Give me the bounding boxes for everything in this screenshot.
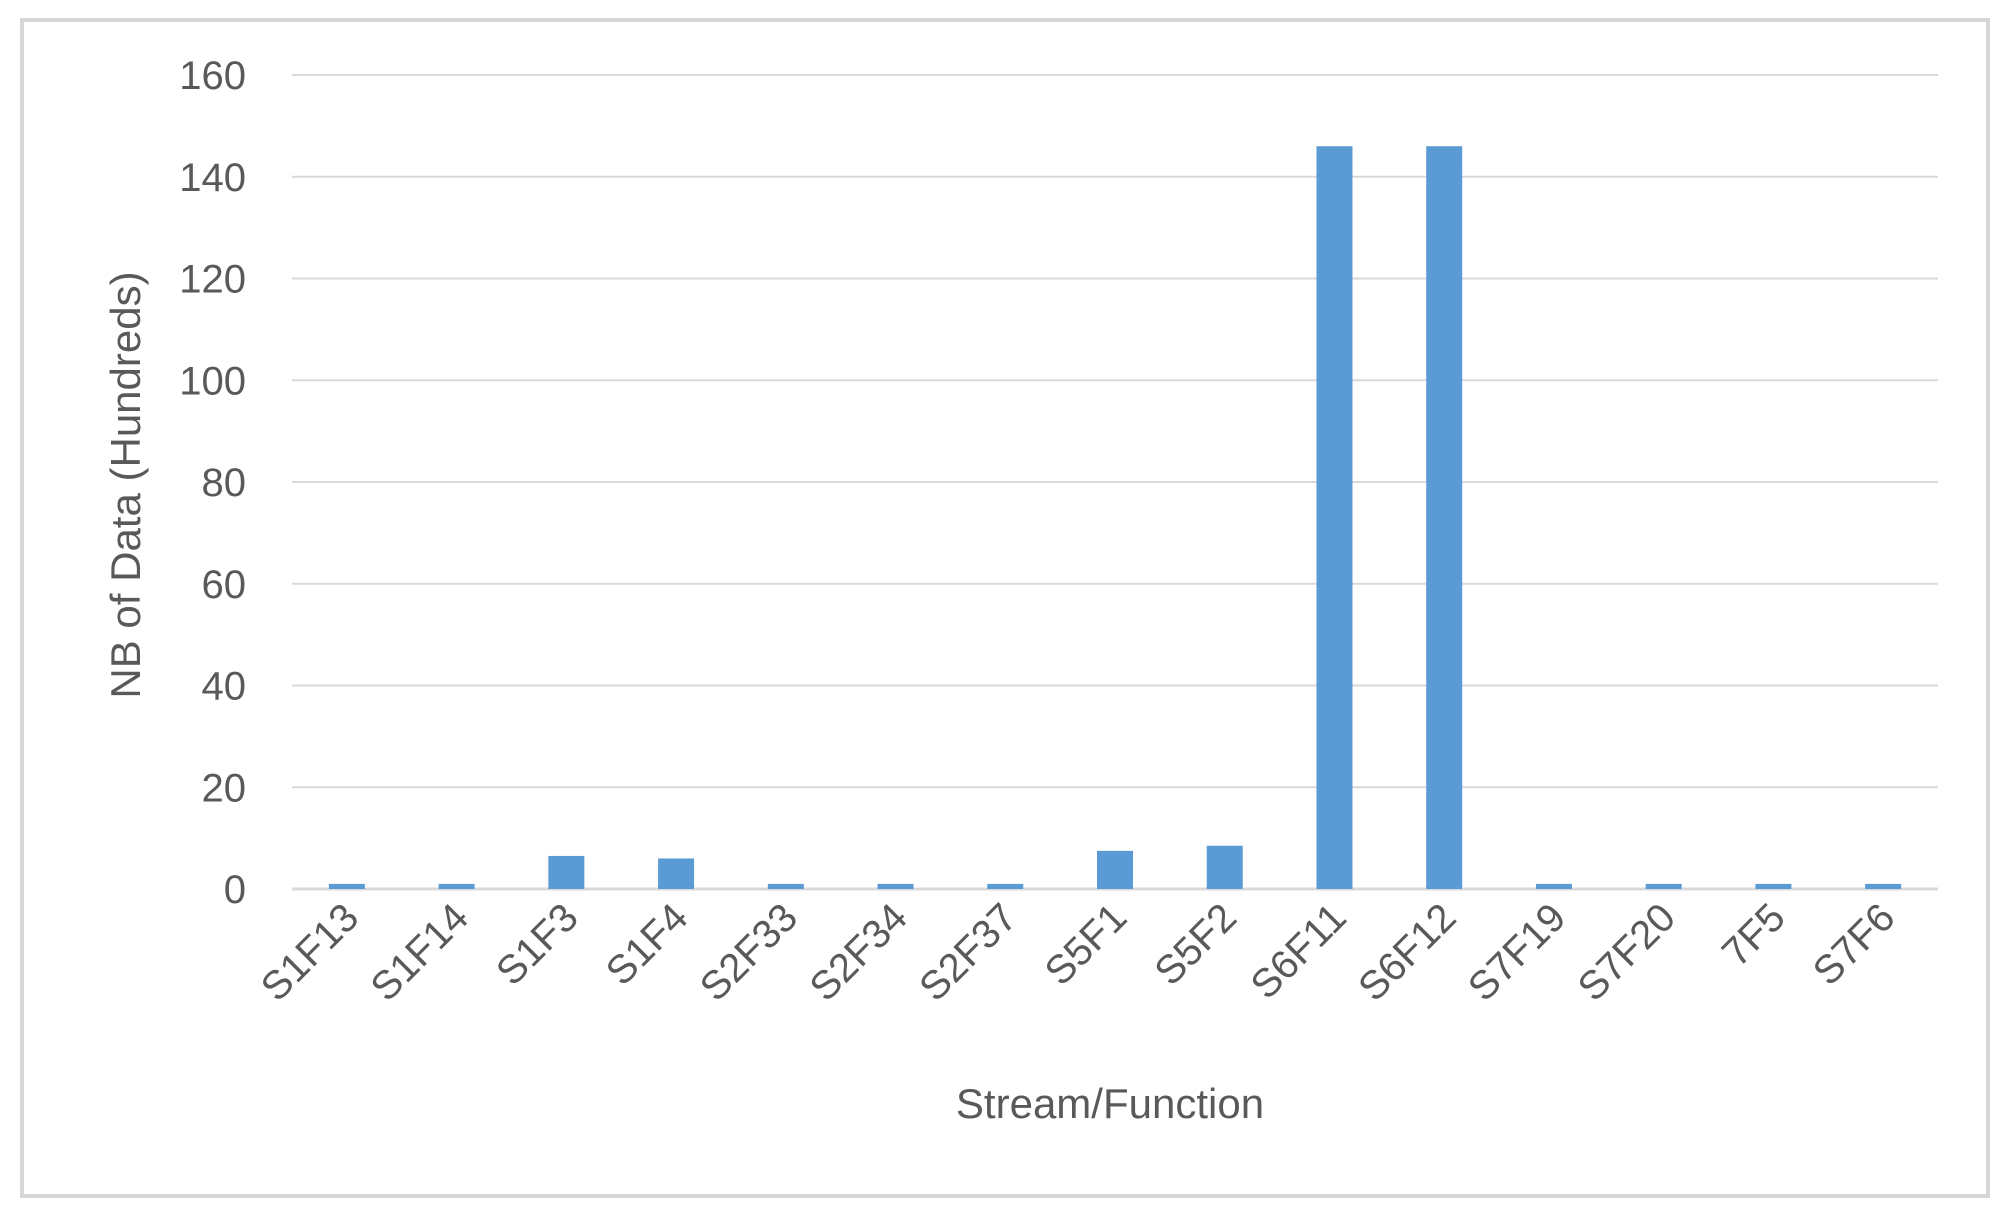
bar-s6f11	[1316, 146, 1353, 890]
x-tick-label: S5F2	[1146, 895, 1245, 994]
x-tick-label: S7F19	[1460, 895, 1574, 1009]
bar-7f5	[1755, 883, 1792, 889]
y-tick-label: 120	[179, 258, 246, 302]
bar-s7f6	[1865, 883, 1902, 889]
y-tick-label: 160	[179, 54, 246, 98]
y-tick-label: 40	[202, 665, 247, 709]
x-tick-label: S5F1	[1037, 895, 1136, 994]
bar-s7f19	[1535, 883, 1572, 889]
bar-s1f14	[438, 883, 475, 889]
y-tick-label: 80	[202, 461, 247, 505]
bar-s5f2	[1206, 845, 1243, 889]
bar-s1f3	[548, 855, 585, 889]
x-tick-label: S1F14	[363, 895, 477, 1009]
x-tick-label: S2F33	[692, 895, 806, 1009]
bar-s2f33	[767, 883, 804, 889]
x-tick-label: S1F4	[598, 895, 697, 994]
bars	[328, 146, 1902, 890]
y-tick-label: 20	[202, 766, 247, 810]
x-tick-label: S6F12	[1350, 895, 1464, 1009]
x-axis-title: Stream/Function	[956, 1080, 1264, 1127]
x-tick-label: S1F13	[253, 895, 367, 1009]
bar-s2f34	[877, 883, 914, 889]
x-tick-label: S6F11	[1242, 895, 1354, 1007]
y-tick-label: 140	[179, 156, 246, 200]
bar-s7f20	[1645, 883, 1682, 889]
gridlines	[292, 74, 1938, 891]
chart-frame	[20, 18, 1990, 1198]
x-tick-label: S7F20	[1570, 895, 1684, 1009]
y-tick-labels: 0 20 40 60 80 100 120 140 160	[179, 54, 246, 912]
y-tick-label: 0	[224, 868, 246, 912]
x-tick-label: S1F3	[488, 895, 587, 994]
x-tick-label: 7F5	[1714, 895, 1794, 975]
y-tick-label: 100	[179, 359, 246, 403]
y-tick-label: 60	[202, 563, 247, 607]
x-tick-label: S2F34	[801, 895, 915, 1009]
y-axis-title: NB of Data (Hundreds)	[102, 271, 149, 698]
x-tick-label: S7F6	[1805, 895, 1904, 994]
bar-s1f4	[658, 858, 695, 889]
bar-s6f12	[1426, 146, 1463, 890]
x-tick-label: S2F37	[911, 895, 1025, 1009]
bar-s5f1	[1097, 850, 1133, 889]
bar-s1f13	[328, 883, 365, 889]
bar-s2f37	[987, 883, 1024, 889]
